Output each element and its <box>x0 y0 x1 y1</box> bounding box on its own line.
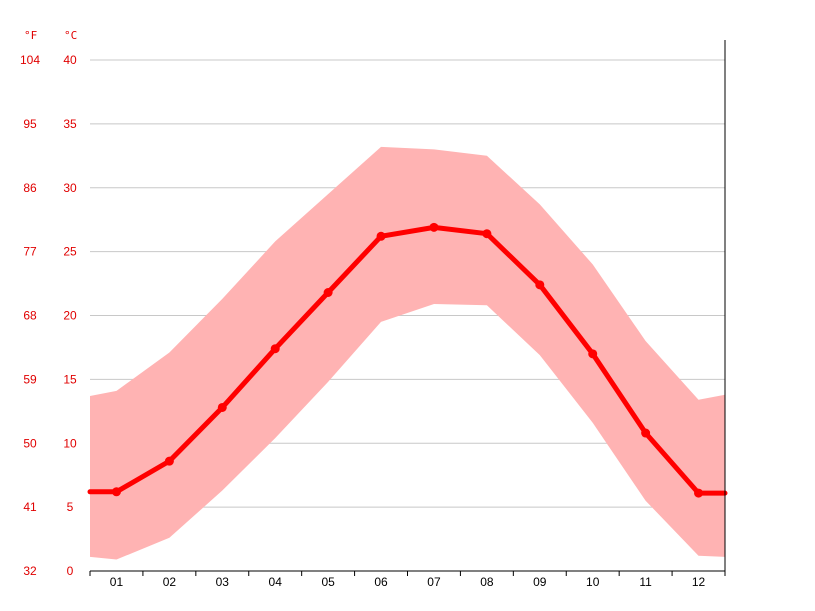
x-tick-label-02: 02 <box>163 575 177 589</box>
x-tick-label-10: 10 <box>586 575 600 589</box>
data-point-07 <box>429 222 439 232</box>
x-tick-label-05: 05 <box>321 575 335 589</box>
fahrenheit-tick-95: 95 <box>23 117 37 131</box>
celsius-tick-35: 35 <box>63 117 77 131</box>
celsius-tick-0: 0 <box>67 564 74 578</box>
fahrenheit-tick-86: 86 <box>23 181 37 195</box>
celsius-tick-10: 10 <box>63 436 77 450</box>
axes <box>89 40 726 576</box>
celsius-unit-label: °C <box>64 29 77 42</box>
average-temperature-line <box>87 222 728 498</box>
fahrenheit-tick-50: 50 <box>23 436 37 450</box>
data-point-12 <box>694 488 704 498</box>
data-point-04 <box>270 344 280 354</box>
celsius-tick-20: 20 <box>63 309 77 323</box>
data-point-09 <box>535 280 545 290</box>
celsius-tick-30: 30 <box>63 181 77 195</box>
data-point-03 <box>217 402 227 412</box>
x-tick-label-04: 04 <box>269 575 283 589</box>
fahrenheit-unit-label: °F <box>24 29 37 42</box>
x-tick-label-08: 08 <box>480 575 494 589</box>
celsius-tick-15: 15 <box>63 372 77 386</box>
celsius-tick-25: 25 <box>63 245 77 259</box>
temperature-range-band <box>90 146 725 560</box>
average-line-path <box>87 224 728 496</box>
x-tick-label-07: 07 <box>427 575 441 589</box>
data-point-05 <box>323 288 333 298</box>
celsius-tick-5: 5 <box>67 500 74 514</box>
data-point-06 <box>376 231 386 241</box>
fahrenheit-tick-59: 59 <box>23 372 37 386</box>
celsius-tick-40: 40 <box>63 53 77 67</box>
fahrenheit-tick-77: 77 <box>23 245 37 259</box>
x-tick-label-01: 01 <box>110 575 124 589</box>
x-tick-label-09: 09 <box>533 575 547 589</box>
x-tick-label-11: 11 <box>639 575 652 589</box>
data-point-11 <box>641 428 651 438</box>
fahrenheit-tick-32: 32 <box>23 564 37 578</box>
fahrenheit-tick-68: 68 <box>23 309 37 323</box>
data-point-08 <box>482 229 492 239</box>
fahrenheit-tick-41: 41 <box>23 500 37 514</box>
data-point-10 <box>588 349 598 359</box>
data-point-02 <box>164 456 174 466</box>
data-point-01 <box>111 487 121 497</box>
x-tick-label-12: 12 <box>692 575 706 589</box>
x-tick-label-03: 03 <box>216 575 230 589</box>
fahrenheit-tick-104: 104 <box>20 53 40 67</box>
x-tick-label-06: 06 <box>374 575 388 589</box>
axis-labels: 01 02 03 04 05 06 07 08 09 10 11 12 32 0 41 5 50 10 59 15 68… <box>20 53 706 589</box>
range-band-area <box>90 146 725 560</box>
